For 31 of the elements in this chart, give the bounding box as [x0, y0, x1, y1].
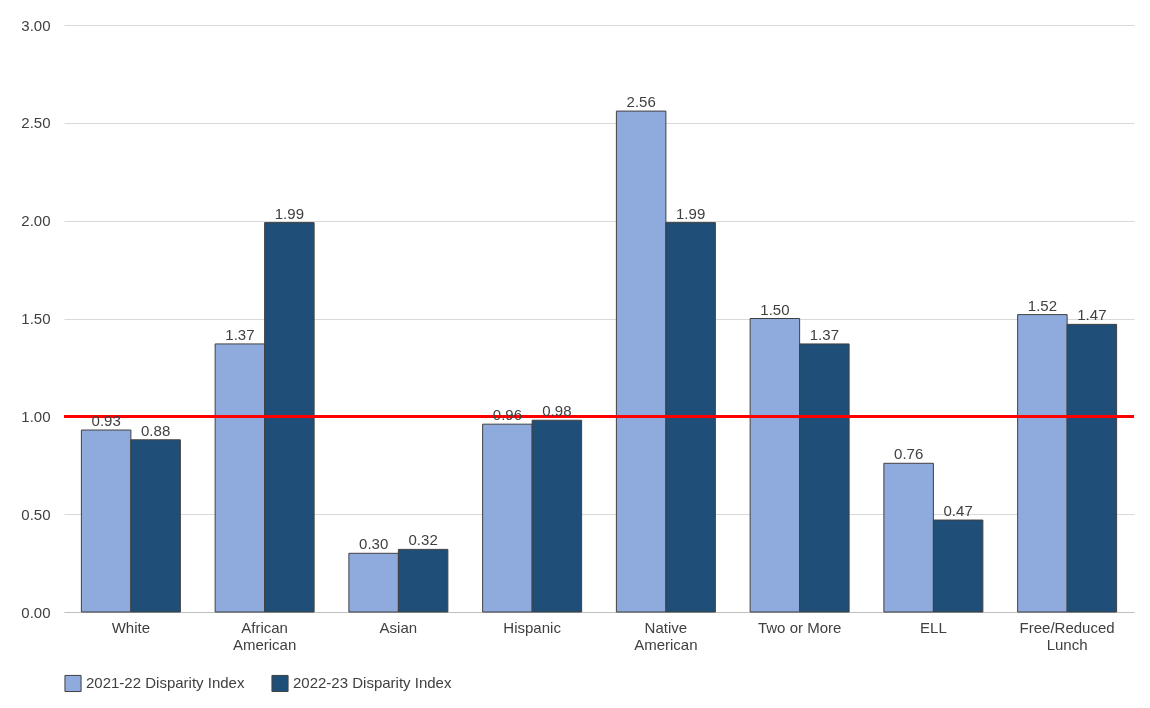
legend-label: 2021-22 Disparity Index	[86, 674, 245, 692]
data-label: 1.99	[274, 204, 304, 222]
y-tick-label: 1.00	[21, 407, 51, 425]
x-tick-label: White	[111, 618, 151, 636]
data-label: 0.76	[894, 445, 924, 463]
data-label: 0.32	[408, 531, 438, 549]
x-tick-label: African American	[232, 618, 297, 653]
y-tick-label: 2.50	[21, 114, 51, 132]
y-tick-label: 2.00	[21, 212, 51, 230]
x-tick-label: ELL	[920, 618, 947, 636]
data-label: 0.47	[943, 502, 973, 520]
data-label: 0.30	[359, 535, 389, 553]
data-label: 0.88	[141, 421, 171, 439]
data-label: 1.47	[1077, 306, 1107, 324]
y-tick-label: 0.00	[21, 603, 51, 621]
legend-label: 2022-23 Disparity Index	[293, 674, 452, 692]
x-tick-label: Asian	[379, 618, 418, 636]
x-tick-label: Free/Reduced Lunch	[1019, 618, 1115, 653]
y-tick-label: 1.50	[21, 310, 51, 327]
x-tick-label: Hispanic	[503, 618, 562, 636]
y-tick-label: 3.00	[21, 16, 51, 34]
y-tick-label: 0.50	[21, 505, 51, 523]
data-label: 2.56	[626, 93, 656, 111]
x-tick-label: Native American	[634, 618, 698, 653]
x-tick-label: Two or More	[757, 618, 842, 636]
data-label: 1.37	[225, 325, 255, 343]
data-label: 1.50	[760, 300, 790, 318]
data-label: 0.98	[542, 402, 572, 420]
data-label: 1.37	[809, 325, 839, 343]
data-label: 1.99	[676, 204, 706, 222]
data-label: 1.52	[1027, 296, 1057, 314]
